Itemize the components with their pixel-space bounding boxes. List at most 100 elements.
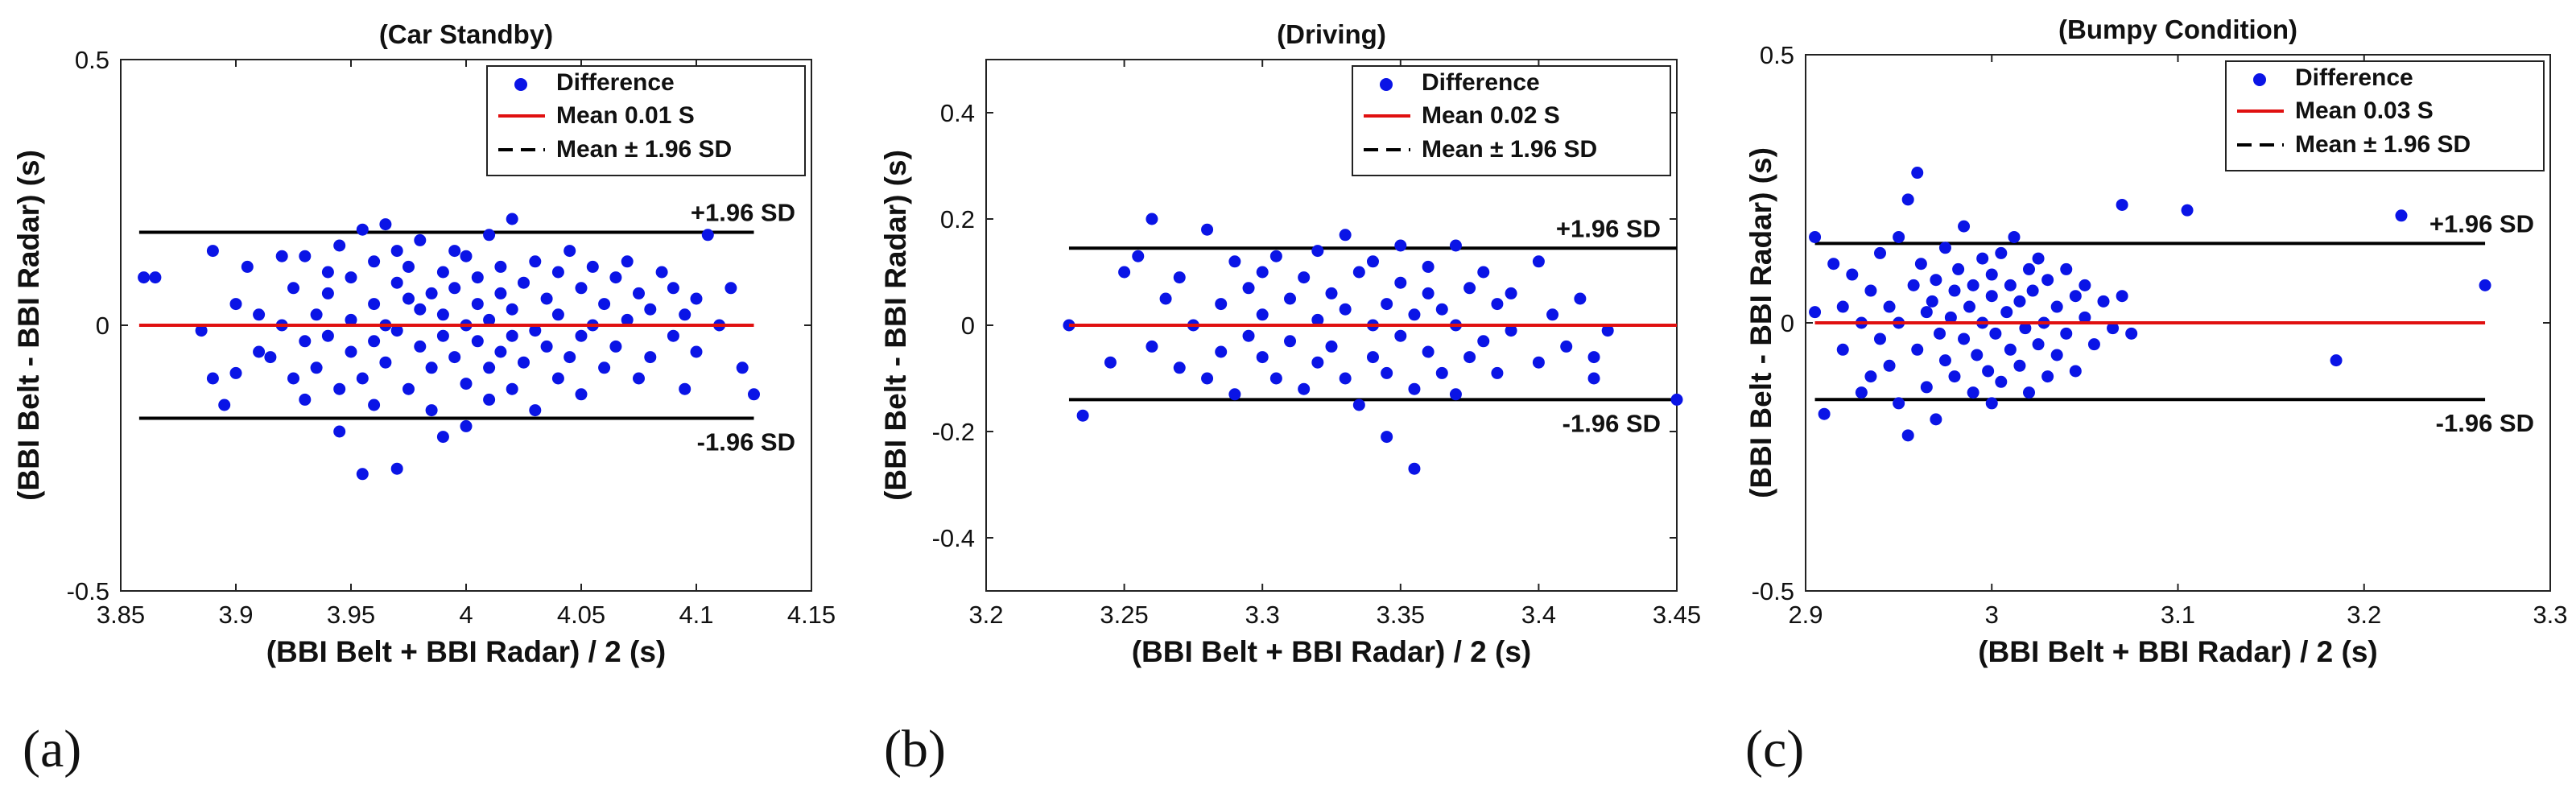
data-point — [1269, 372, 1282, 385]
data-point — [149, 271, 162, 284]
data-point — [206, 372, 219, 385]
data-point — [2023, 386, 2035, 399]
data-point — [379, 218, 392, 231]
data-point — [483, 229, 496, 242]
data-point — [1930, 413, 1942, 426]
data-point — [679, 382, 691, 395]
lower-limit-label: -1.96 SD — [697, 428, 795, 456]
data-point — [518, 276, 530, 289]
data-point — [1901, 193, 1914, 206]
data-point — [2000, 306, 2013, 319]
data-point — [321, 266, 334, 279]
data-point — [448, 245, 461, 258]
data-point — [1587, 351, 1600, 364]
data-point — [1242, 329, 1255, 342]
data-point — [1883, 300, 1896, 313]
data-point — [1587, 372, 1600, 385]
data-point — [1989, 327, 2002, 340]
data-point — [253, 345, 266, 358]
data-point — [609, 340, 622, 353]
data-point — [1339, 303, 1352, 316]
data-point — [1298, 382, 1311, 395]
data-point — [506, 213, 518, 225]
data-point — [1505, 287, 1517, 299]
data-point — [494, 260, 507, 273]
chart-title: (Bumpy Condition) — [2058, 14, 2297, 44]
data-point — [402, 292, 415, 305]
data-point — [2107, 322, 2120, 335]
data-point — [529, 324, 542, 337]
data-point — [1985, 268, 1998, 281]
data-point — [667, 282, 679, 295]
legend-marker-difference — [2253, 73, 2266, 86]
data-point — [2079, 279, 2091, 291]
x-tick-label: 4 — [459, 601, 473, 629]
data-point — [1256, 308, 1269, 321]
data-point — [1339, 229, 1352, 242]
data-point — [1118, 266, 1131, 279]
data-point — [1284, 292, 1297, 305]
data-point — [2032, 338, 2045, 351]
data-point — [1982, 365, 1995, 378]
data-point — [1076, 409, 1089, 422]
data-point — [2079, 311, 2091, 324]
legend-entry: Mean ± 1.96 SD — [2295, 131, 2471, 158]
data-point — [390, 324, 403, 337]
legend-entry: Mean 0.02 S — [1422, 102, 1560, 129]
data-point — [1366, 351, 1379, 364]
data-point — [1938, 242, 1951, 254]
data-point — [1381, 431, 1393, 444]
legend-marker-difference — [1380, 78, 1393, 91]
y-tick-label: 0.5 — [1760, 41, 1794, 69]
data-point — [2069, 365, 2082, 378]
x-tick-label: 4.1 — [679, 601, 713, 629]
data-point — [356, 468, 369, 481]
data-point — [1985, 397, 1998, 410]
data-point — [1574, 292, 1587, 305]
y-tick-label: 0.2 — [940, 205, 975, 233]
y-tick-label: 0.4 — [940, 99, 975, 127]
legend-entry: Difference — [1422, 69, 1540, 96]
data-point — [310, 361, 323, 374]
data-point — [402, 260, 415, 273]
data-point — [1601, 324, 1614, 337]
chart-title: (Car Standby) — [379, 19, 553, 49]
data-point — [1311, 313, 1324, 326]
legend-box — [1352, 65, 1671, 176]
data-point — [2026, 284, 2039, 297]
data-point — [1874, 246, 1886, 259]
data-point — [299, 250, 312, 262]
data-point — [609, 271, 622, 284]
data-point — [460, 419, 473, 432]
data-point — [2004, 279, 2017, 291]
data-point — [2019, 322, 2032, 335]
data-point — [1914, 258, 1927, 271]
data-point — [575, 388, 588, 401]
data-point — [2032, 252, 2045, 265]
data-point — [1422, 260, 1435, 273]
data-point — [1242, 282, 1255, 295]
data-point — [448, 282, 461, 295]
data-point — [1995, 246, 2008, 259]
data-point — [2181, 204, 2194, 217]
data-point — [1948, 284, 1961, 297]
x-axis-label: (BBI Belt + BBI Radar) / 2 (s) — [1978, 635, 2378, 668]
data-point — [1201, 372, 1214, 385]
data-point — [1325, 340, 1338, 353]
data-point — [436, 308, 449, 321]
data-point — [2013, 295, 2026, 308]
x-axis-label: (BBI Belt + BBI Radar) / 2 (s) — [1132, 635, 1532, 668]
data-point — [2330, 354, 2343, 367]
data-point — [1284, 335, 1297, 348]
data-point — [1422, 287, 1435, 299]
data-point — [1670, 393, 1683, 406]
data-point — [1394, 239, 1407, 252]
data-point — [2069, 290, 2082, 303]
data-point — [368, 298, 381, 311]
data-point — [299, 335, 312, 348]
data-point — [494, 345, 507, 358]
data-point — [1422, 345, 1435, 358]
x-tick-label: 3.85 — [97, 601, 145, 629]
data-point — [483, 361, 496, 374]
